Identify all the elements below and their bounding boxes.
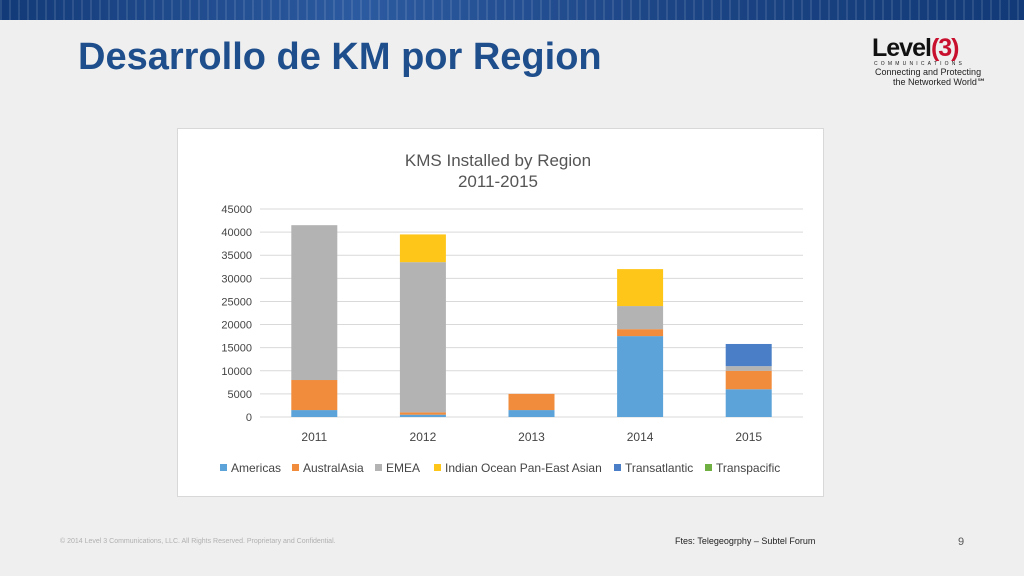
- bar-segment-indian-ocean-pan-east-asian-2012: [399, 234, 446, 263]
- bar-segment-emea-2011: [291, 225, 338, 381]
- y-tick-label: 5000: [228, 389, 252, 401]
- x-tick-label: 2011: [301, 430, 327, 444]
- bar-segment-americas-2011: [291, 410, 338, 417]
- page-number: 9: [958, 536, 965, 548]
- y-tick-label: 45000: [221, 204, 252, 216]
- bar-segment-australasia-2011: [291, 380, 338, 411]
- stacked-bar-chart: KMS Installed by Region 2011-2015 0 5000 1…: [220, 151, 803, 475]
- chart-title: KMS Installed by Region: [405, 151, 591, 170]
- legend-swatch: [705, 464, 712, 471]
- legend-swatch: [220, 464, 227, 471]
- y-tick-label: 40000: [221, 227, 252, 239]
- x-tick-label: 2013: [518, 430, 545, 444]
- logo-subtitle: COMMUNICATIONS: [874, 61, 966, 67]
- bar-segment-americas-2012: [399, 414, 446, 417]
- legend-label: Transatlantic: [625, 461, 693, 475]
- footer-copyright: © 2014 Level 3 Communications, LLC. All …: [60, 538, 336, 545]
- legend-label: AustralAsia: [303, 461, 364, 475]
- logo-wordmark: Level(3): [872, 34, 959, 62]
- legend-swatch: [434, 464, 441, 471]
- y-tick-label: 0: [246, 412, 252, 424]
- legend-label: Indian Ocean Pan-East Asian: [445, 461, 602, 475]
- legend-label: Americas: [231, 461, 281, 475]
- legend-label: Transpacific: [716, 461, 780, 475]
- footer-source: Ftes: Telegeogrphy – Subtel Forum: [675, 536, 816, 546]
- y-tick-label: 30000: [221, 273, 252, 285]
- bar-segment-americas-2014: [617, 336, 664, 417]
- bar-segment-australasia-2012: [399, 412, 446, 415]
- y-tick-label: 35000: [221, 250, 252, 262]
- bar-segment-australasia-2014: [617, 329, 664, 337]
- top-decorative-band: [0, 0, 1024, 20]
- bar-segment-emea-2012: [399, 262, 446, 413]
- chart-subtitle: 2011-2015: [458, 172, 538, 191]
- bar-segment-americas-2015: [725, 389, 772, 417]
- y-tick-label: 20000: [221, 320, 252, 332]
- bar-segment-emea-2015: [725, 366, 772, 371]
- y-tick-label: 25000: [221, 296, 252, 308]
- company-logo: Level(3) COMMUNICATIONS Connecting and P…: [872, 34, 1007, 90]
- x-tick-label: 2015: [735, 430, 762, 444]
- x-tick-label: 2012: [410, 430, 437, 444]
- x-tick-label: 2014: [627, 430, 654, 444]
- bar-segment-transatlantic-2015: [725, 343, 772, 367]
- legend-swatch: [292, 464, 299, 471]
- legend-swatch: [614, 464, 621, 471]
- bar-segment-australasia-2013: [508, 393, 555, 411]
- slide-title: Desarrollo de KM por Region: [78, 36, 602, 78]
- chart-container: KMS Installed by Region 2011-2015 0 5000 1…: [177, 128, 824, 497]
- logo-tagline: Connecting and Protecting the Networked …: [875, 67, 987, 87]
- y-tick-label: 10000: [221, 366, 252, 378]
- bar-segment-indian-ocean-pan-east-asian-2014: [617, 269, 664, 307]
- bar-segment-emea-2014: [617, 306, 664, 330]
- bar-segment-americas-2013: [508, 410, 555, 417]
- bar-segment-australasia-2015: [725, 370, 772, 390]
- legend-label: EMEA: [386, 461, 420, 475]
- y-tick-label: 15000: [221, 343, 252, 355]
- legend-swatch: [375, 464, 382, 471]
